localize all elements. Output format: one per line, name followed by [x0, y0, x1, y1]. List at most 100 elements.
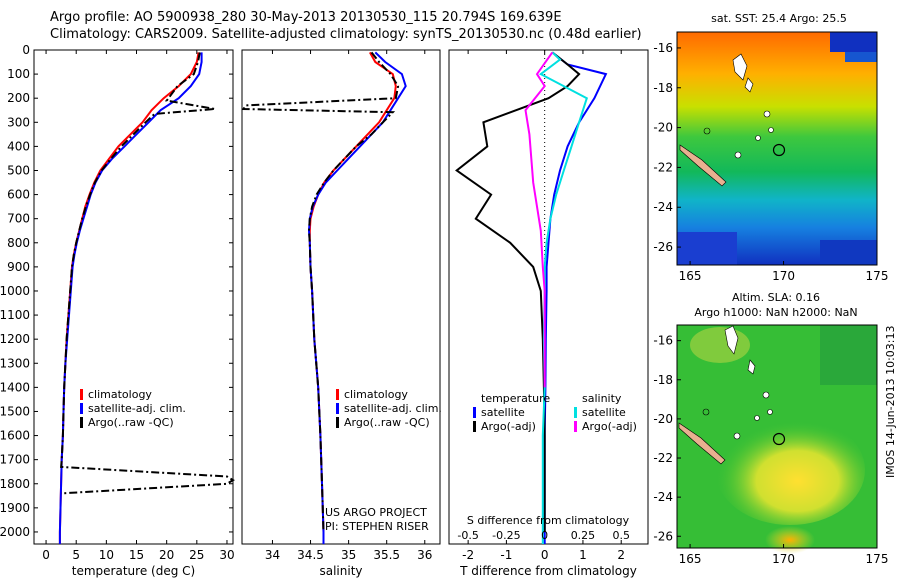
legend-heading: salinity [582, 392, 622, 405]
map-x-tick-label: 170 [772, 552, 795, 566]
y-tick-label: 300 [7, 115, 30, 129]
y-tick-label: 1100 [0, 308, 30, 322]
legend-swatch [473, 407, 476, 418]
y-tick-label: 500 [7, 163, 30, 177]
x-tick-label: 10 [99, 548, 114, 562]
project-annotation: US ARGO PROJECT [325, 506, 427, 519]
panel-frame [448, 49, 649, 545]
legend-label: satellite-adj. clim. [344, 402, 442, 415]
y-tick-label: 200 [7, 91, 30, 105]
map-y-tick-label: -18 [653, 81, 673, 95]
legend-swatch [473, 421, 476, 432]
climatology-title: Climatology: CARS2009. Satellite-adjuste… [50, 27, 642, 42]
y-tick-label: 1000 [0, 284, 30, 298]
legend-label: Argo(..raw -QC) [344, 416, 430, 429]
top-axis-tick-label: 0.5 [612, 529, 630, 542]
y-tick-label: 600 [7, 188, 30, 202]
x-tick-label: 34 [265, 548, 280, 562]
profile-panel-3: -2 -1 0 1 2 T difference from climatology [448, 49, 649, 578]
legend-label: satellite [481, 406, 525, 419]
x-tick-label: 30 [219, 548, 234, 562]
legend-swatch [336, 417, 339, 428]
series-salinity-satellite [538, 51, 589, 544]
map-y-tick-label: -24 [653, 200, 673, 214]
panel-frame [241, 49, 441, 545]
imos-timestamp: IMOS 14-Jun-2013 10:03:13 [884, 325, 897, 478]
profile-panel-1: 0100200300400500600700800900100011001200… [0, 43, 235, 578]
x-tick-label: 0 [541, 548, 549, 562]
map-y-tick-label: -22 [653, 451, 673, 465]
sst-map [676, 31, 878, 266]
top-axis-tick-label: 0 [541, 529, 548, 542]
x-tick-label: 0 [42, 548, 50, 562]
map-x-tick-label: 175 [866, 552, 889, 566]
y-tick-label: 1600 [0, 429, 30, 443]
y-tick-label: 900 [7, 260, 30, 274]
legend-swatch [574, 421, 577, 432]
top-axis-tick-label: -0.25 [492, 529, 520, 542]
map-x-tick-label: 165 [679, 552, 702, 566]
legend-label: Argo(-adj) [481, 420, 536, 433]
x-tick-label: 20 [159, 548, 174, 562]
sst-map-title: sat. SST: 25.4 Argo: 25.5 [711, 12, 847, 25]
map-y-tick-label: -18 [653, 373, 673, 387]
map-y-tick-label: -20 [653, 121, 673, 135]
series-argo-raw-qc- [60, 52, 235, 495]
x-tick-label: -2 [462, 548, 474, 562]
series-climatology [308, 51, 397, 544]
y-tick-label: 1800 [0, 477, 30, 491]
map-y-tick-label: -26 [653, 529, 673, 543]
y-tick-label: 1500 [0, 404, 30, 418]
legend-swatch [80, 389, 83, 400]
legend-label: satellite [582, 406, 626, 419]
x-tick-label: 35 [341, 548, 356, 562]
series-climatology [58, 52, 200, 544]
y-tick-label: 1900 [0, 501, 30, 515]
series-temperature-argo-adj- [455, 51, 581, 532]
series-salinity-argo-adj- [524, 51, 554, 388]
top-axis-tick-label: -0.5 [457, 529, 478, 542]
map-x-tick-label: 165 [679, 269, 702, 283]
map-y-tick-label: -16 [653, 334, 673, 348]
legend-label: Argo(-adj) [582, 420, 637, 433]
panel-frame [33, 49, 234, 545]
legend-label: climatology [344, 388, 408, 401]
sla-map-title-line1: Altim. SLA: 0.16 [732, 291, 820, 304]
legend-label: Argo(..raw -QC) [88, 416, 174, 429]
y-tick-label: 1700 [0, 453, 30, 467]
series-temperature-satellite [543, 51, 608, 544]
legend-swatch [336, 403, 339, 414]
x-tick-label: 36 [417, 548, 432, 562]
legend-swatch [574, 407, 577, 418]
x-tick-label: 1 [579, 548, 587, 562]
map-x-tick-label: 175 [866, 269, 889, 283]
profile-panel-2: 34 34.5 35 35.5 36 salinity [241, 49, 441, 578]
series-argo-raw-qc- [241, 51, 400, 533]
map-y-tick-label: -16 [653, 41, 673, 55]
project-annotation: PI: STEPHEN RISER [325, 520, 429, 533]
legend-label: satellite-adj. clim. [88, 402, 186, 415]
y-tick-label: 700 [7, 212, 30, 226]
x-tick-label: 25 [189, 548, 204, 562]
legend-swatch [80, 417, 83, 428]
y-tick-label: 1400 [0, 380, 30, 394]
sst-map-axes: 165 170 175 -16 -18 -20 -22 -24 -26 [653, 41, 888, 283]
legend-swatch [80, 403, 83, 414]
x-tick-label: 2 [617, 548, 625, 562]
sla-map [676, 324, 878, 554]
y-tick-label: 400 [7, 139, 30, 153]
map-y-tick-label: -20 [653, 412, 673, 426]
top-axis-tick-label: 0.25 [571, 529, 596, 542]
legend-swatch [336, 389, 339, 400]
sla-map-title-line2: Argo h1000: NaN h2000: NaN [694, 306, 857, 319]
x-axis-label: salinity [319, 564, 362, 578]
argo-position-marker [772, 143, 786, 157]
map-y-tick-label: -22 [653, 160, 673, 174]
y-tick-label: 0 [22, 43, 30, 57]
map-y-tick-label: -26 [653, 240, 673, 254]
x-tick-label: 5 [72, 548, 80, 562]
x-axis-label: temperature (deg C) [72, 564, 195, 578]
profile-title: Argo profile: AO 5900938_280 30-May-2013… [50, 10, 562, 25]
map-x-tick-label: 170 [772, 269, 795, 283]
